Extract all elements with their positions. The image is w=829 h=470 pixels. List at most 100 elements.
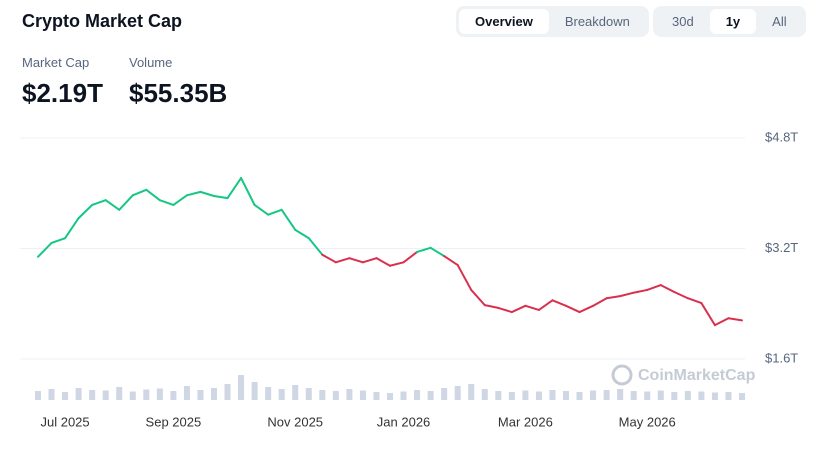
volume-bar bbox=[251, 382, 258, 400]
volume-bar bbox=[265, 387, 272, 400]
volume-bar bbox=[414, 390, 421, 400]
line-segment bbox=[172, 194, 188, 206]
line-segment bbox=[456, 264, 473, 291]
volume-bar bbox=[603, 390, 610, 400]
line-segment bbox=[673, 291, 689, 300]
x-tick-label: Jul 2025 bbox=[40, 414, 89, 429]
line-segment bbox=[77, 203, 94, 220]
volume-bar bbox=[739, 393, 745, 400]
line-segment bbox=[226, 177, 243, 200]
volume-bar bbox=[116, 387, 123, 400]
line-segment bbox=[510, 304, 527, 314]
volume-bar bbox=[332, 391, 339, 400]
line-segment bbox=[280, 208, 297, 231]
tab[interactable]: Breakdown bbox=[564, 14, 630, 29]
tab[interactable]: 30d bbox=[672, 14, 694, 29]
volume-bar bbox=[211, 388, 217, 400]
line-segment bbox=[429, 246, 446, 258]
volume-bar bbox=[495, 391, 502, 400]
stat-label: Volume bbox=[129, 55, 173, 70]
volume-bar bbox=[170, 391, 177, 400]
view-tabs: Overview Breakdown bbox=[456, 6, 649, 37]
line-segment bbox=[389, 261, 405, 267]
line-segment bbox=[537, 299, 554, 311]
line-segment bbox=[348, 257, 364, 264]
line-segment bbox=[185, 190, 202, 197]
line-segment bbox=[64, 217, 80, 240]
volume-bar bbox=[143, 389, 150, 400]
line-segment bbox=[240, 177, 256, 206]
y-tick-label: $4.8T bbox=[765, 129, 798, 144]
line-segment bbox=[321, 253, 337, 264]
stat-value: $55.35B bbox=[129, 78, 228, 108]
line-segment bbox=[592, 297, 608, 307]
line-segment bbox=[37, 241, 53, 258]
volume-bar bbox=[373, 392, 380, 400]
line-segment bbox=[253, 203, 270, 216]
line-segment bbox=[294, 228, 310, 240]
volume-bar bbox=[387, 393, 393, 400]
volume-bar bbox=[346, 389, 353, 400]
tab[interactable]: 1y bbox=[709, 9, 757, 34]
x-tick-label: Nov 2025 bbox=[267, 414, 323, 429]
logo bbox=[611, 364, 633, 386]
line-segment bbox=[213, 195, 229, 200]
line-segment bbox=[402, 250, 419, 264]
volume-bar bbox=[644, 391, 651, 400]
volume-bar bbox=[224, 384, 231, 400]
volume-bar bbox=[62, 392, 69, 400]
volume-bar bbox=[441, 388, 448, 400]
volume-bar bbox=[35, 391, 41, 400]
line-segment bbox=[131, 188, 148, 197]
volume-bar bbox=[319, 390, 326, 400]
volume-bar bbox=[129, 391, 136, 400]
line-segment bbox=[727, 317, 743, 322]
line-segment bbox=[700, 302, 716, 327]
line-segment bbox=[334, 257, 351, 264]
volume-bar bbox=[522, 390, 529, 400]
line-segment bbox=[619, 291, 635, 298]
line-segment bbox=[361, 257, 378, 264]
tab[interactable]: All bbox=[772, 14, 787, 29]
line-segment bbox=[267, 208, 283, 216]
volume-bar bbox=[684, 391, 691, 400]
line-segment bbox=[443, 255, 459, 267]
watermark: CoinMarketCap bbox=[638, 367, 756, 384]
volume-bar bbox=[359, 390, 366, 400]
line-segment bbox=[91, 199, 107, 206]
range-tabs: 30d 1y All bbox=[653, 6, 806, 37]
volume-bar bbox=[725, 392, 732, 400]
volume-bar bbox=[549, 390, 556, 400]
line-segment bbox=[659, 284, 676, 294]
volume-bar bbox=[197, 390, 204, 400]
stat-value: $2.19T bbox=[22, 78, 103, 108]
x-tick-label: May 2026 bbox=[619, 414, 676, 429]
line-segment bbox=[199, 190, 215, 198]
line-segment bbox=[578, 304, 595, 314]
x-tick-label: Sep 2025 bbox=[146, 414, 202, 429]
line-segment bbox=[483, 304, 500, 309]
line-segment bbox=[375, 257, 391, 267]
line-segment bbox=[104, 199, 121, 211]
tab[interactable]: Overview bbox=[459, 9, 549, 34]
volume-bar bbox=[238, 375, 245, 400]
volume-bar bbox=[89, 390, 96, 400]
volume-bar bbox=[576, 392, 583, 400]
volume-bar bbox=[454, 386, 461, 400]
line-segment bbox=[118, 194, 134, 211]
volume-bar bbox=[590, 390, 597, 400]
volume-bar bbox=[481, 389, 488, 400]
line-segment bbox=[686, 297, 703, 305]
volume-bar bbox=[183, 386, 190, 400]
x-tick-label: Mar 2026 bbox=[498, 414, 553, 429]
volume-bar bbox=[617, 389, 624, 400]
line-segment bbox=[632, 288, 649, 294]
volume-bar bbox=[563, 391, 569, 400]
line-segment bbox=[145, 188, 161, 202]
line-segment bbox=[524, 304, 540, 311]
volume-bar bbox=[156, 388, 163, 400]
line-segment bbox=[158, 199, 175, 206]
stat-label: Market Cap bbox=[22, 55, 90, 70]
